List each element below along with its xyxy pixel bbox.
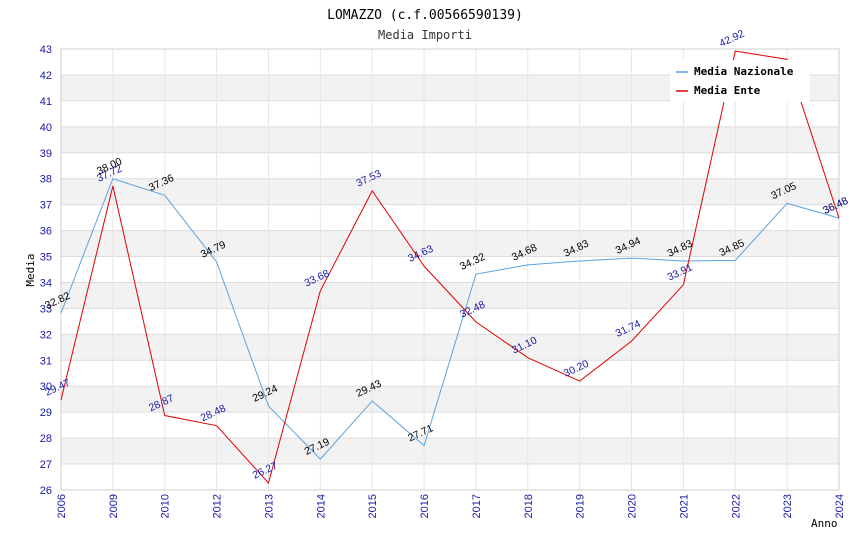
y-tick-label: 29 xyxy=(40,407,52,419)
grid-bands xyxy=(61,74,839,465)
x-tick-label: 2022 xyxy=(730,494,742,518)
y-tick-label: 38 xyxy=(40,174,52,186)
y-tick-label: 32 xyxy=(40,329,52,341)
chart-subtitle: Media Importi xyxy=(378,28,472,42)
x-tick-label: 2014 xyxy=(315,494,327,518)
x-tick-label: 2021 xyxy=(678,494,690,518)
legend-label-ente: Media Ente xyxy=(694,84,761,97)
y-tick-label: 31 xyxy=(40,355,52,367)
x-tick-label: 2017 xyxy=(471,494,483,518)
legend: Media Nazionale Media Ente xyxy=(670,60,810,102)
grid-band xyxy=(61,230,839,257)
x-tick-label: 2006 xyxy=(56,494,68,518)
x-tick-label: 2019 xyxy=(575,494,587,518)
legend-box xyxy=(670,60,810,102)
y-tick-label: 36 xyxy=(40,226,52,238)
y-tick-label: 42 xyxy=(40,70,52,82)
x-tick-label: 2024 xyxy=(834,494,846,518)
x-tick-label: 2015 xyxy=(367,494,379,518)
y-tick-label: 37 xyxy=(40,200,52,212)
y-tick-label: 41 xyxy=(40,96,52,108)
y-tick-label: 33 xyxy=(40,303,52,315)
chart-title: LOMAZZO (c.f.00566590139) xyxy=(327,8,523,23)
y-tick-label: 43 xyxy=(40,44,52,56)
data-label: 30.20 xyxy=(562,358,591,380)
series-line-0 xyxy=(60,178,840,460)
x-tick-label: 2012 xyxy=(212,494,224,518)
grid-band xyxy=(61,334,839,361)
x-tick-label: 2009 xyxy=(108,494,120,518)
grid-band xyxy=(61,126,839,153)
x-tick-label: 2013 xyxy=(263,494,275,518)
y-tick-label: 39 xyxy=(40,148,52,160)
y-tick-label: 30 xyxy=(40,381,52,393)
y-tick-label: 34 xyxy=(40,277,52,289)
plot-frame xyxy=(60,48,840,491)
grid-band xyxy=(61,178,839,205)
y-tick-label: 28 xyxy=(40,433,52,445)
y-tick-label: 35 xyxy=(40,252,52,264)
x-tick-label: 2010 xyxy=(160,494,172,518)
y-tick-label: 40 xyxy=(40,122,52,134)
x-axis-label: Anno xyxy=(811,517,838,530)
grid-band xyxy=(61,438,839,465)
y-axis-label: Media xyxy=(24,253,37,286)
legend-label-nazionale: Media Nazionale xyxy=(694,65,794,78)
x-axis-ticks: 2006 2009 2010 2012 2013 2014 2015 2016 2017 2018… xyxy=(56,494,846,518)
series-lines xyxy=(60,50,840,485)
x-tick-label: 2018 xyxy=(523,494,535,518)
data-label: 42.92 xyxy=(717,28,746,50)
y-axis-ticks: 26 27 28 29 30 31 32 33 34 35 36 37 38 39 40 41 42 43 xyxy=(40,44,52,497)
grid-lines xyxy=(60,48,840,491)
grid-band xyxy=(61,282,839,309)
x-tick-label: 2020 xyxy=(627,494,639,518)
series-line-1 xyxy=(60,50,840,485)
y-tick-label: 26 xyxy=(40,485,52,497)
grid-band xyxy=(61,386,839,413)
y-tick-label: 27 xyxy=(40,459,52,471)
x-tick-label: 2016 xyxy=(419,494,431,518)
data-label: 33.91 xyxy=(666,261,695,283)
x-tick-label: 2023 xyxy=(782,494,794,518)
